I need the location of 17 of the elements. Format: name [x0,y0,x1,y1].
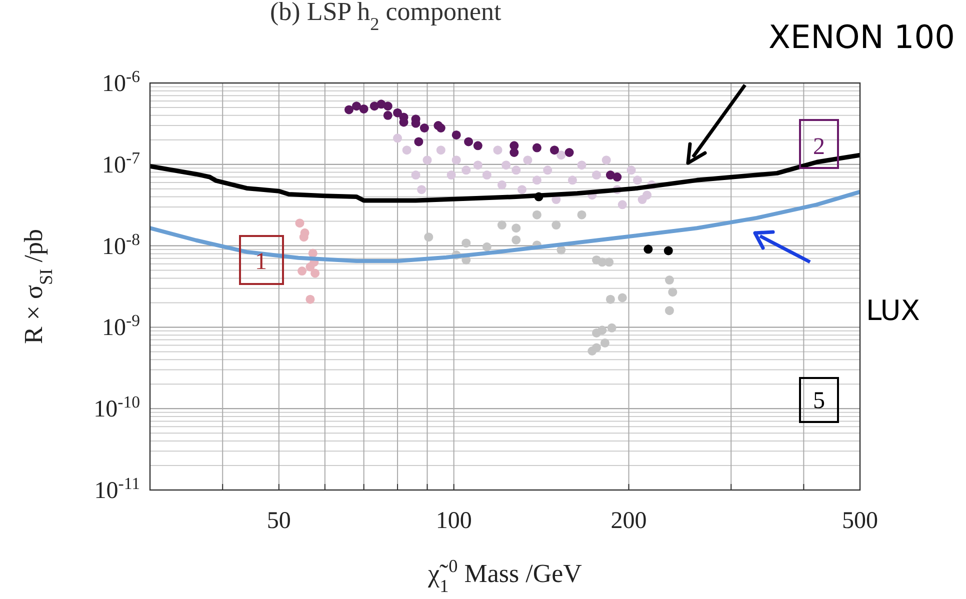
y-tick-label: 10$^{-6}$ [102,66,140,97]
y-tick-label: 10$^{-11}$ [94,474,140,504]
y-tick-label: 10$^{-8}$ [102,229,140,260]
x-tick-label: 500 [842,508,878,534]
text: LUX [866,294,920,327]
x-tick-label: 50 [266,508,291,534]
y-tick-label: 10$^{-10}$ [94,392,140,423]
annotation: 5 [813,388,825,414]
x-tick-label: 200 [610,508,647,534]
chart-title: (b) LSP h̃$_{2}$ component [270,0,502,34]
x-axis-title: χ̃$_{1}$$^{0}$ Mass /GeV [427,556,582,596]
x-tick-label: 100 [436,508,472,534]
y-tick-label: 10$^{-7}$ [102,148,140,178]
annotation: 1 [255,249,267,275]
annotation: 2 [813,134,825,160]
text: XENON 100 [768,18,955,56]
y-tick-label: 10$^{-9}$ [102,310,140,342]
